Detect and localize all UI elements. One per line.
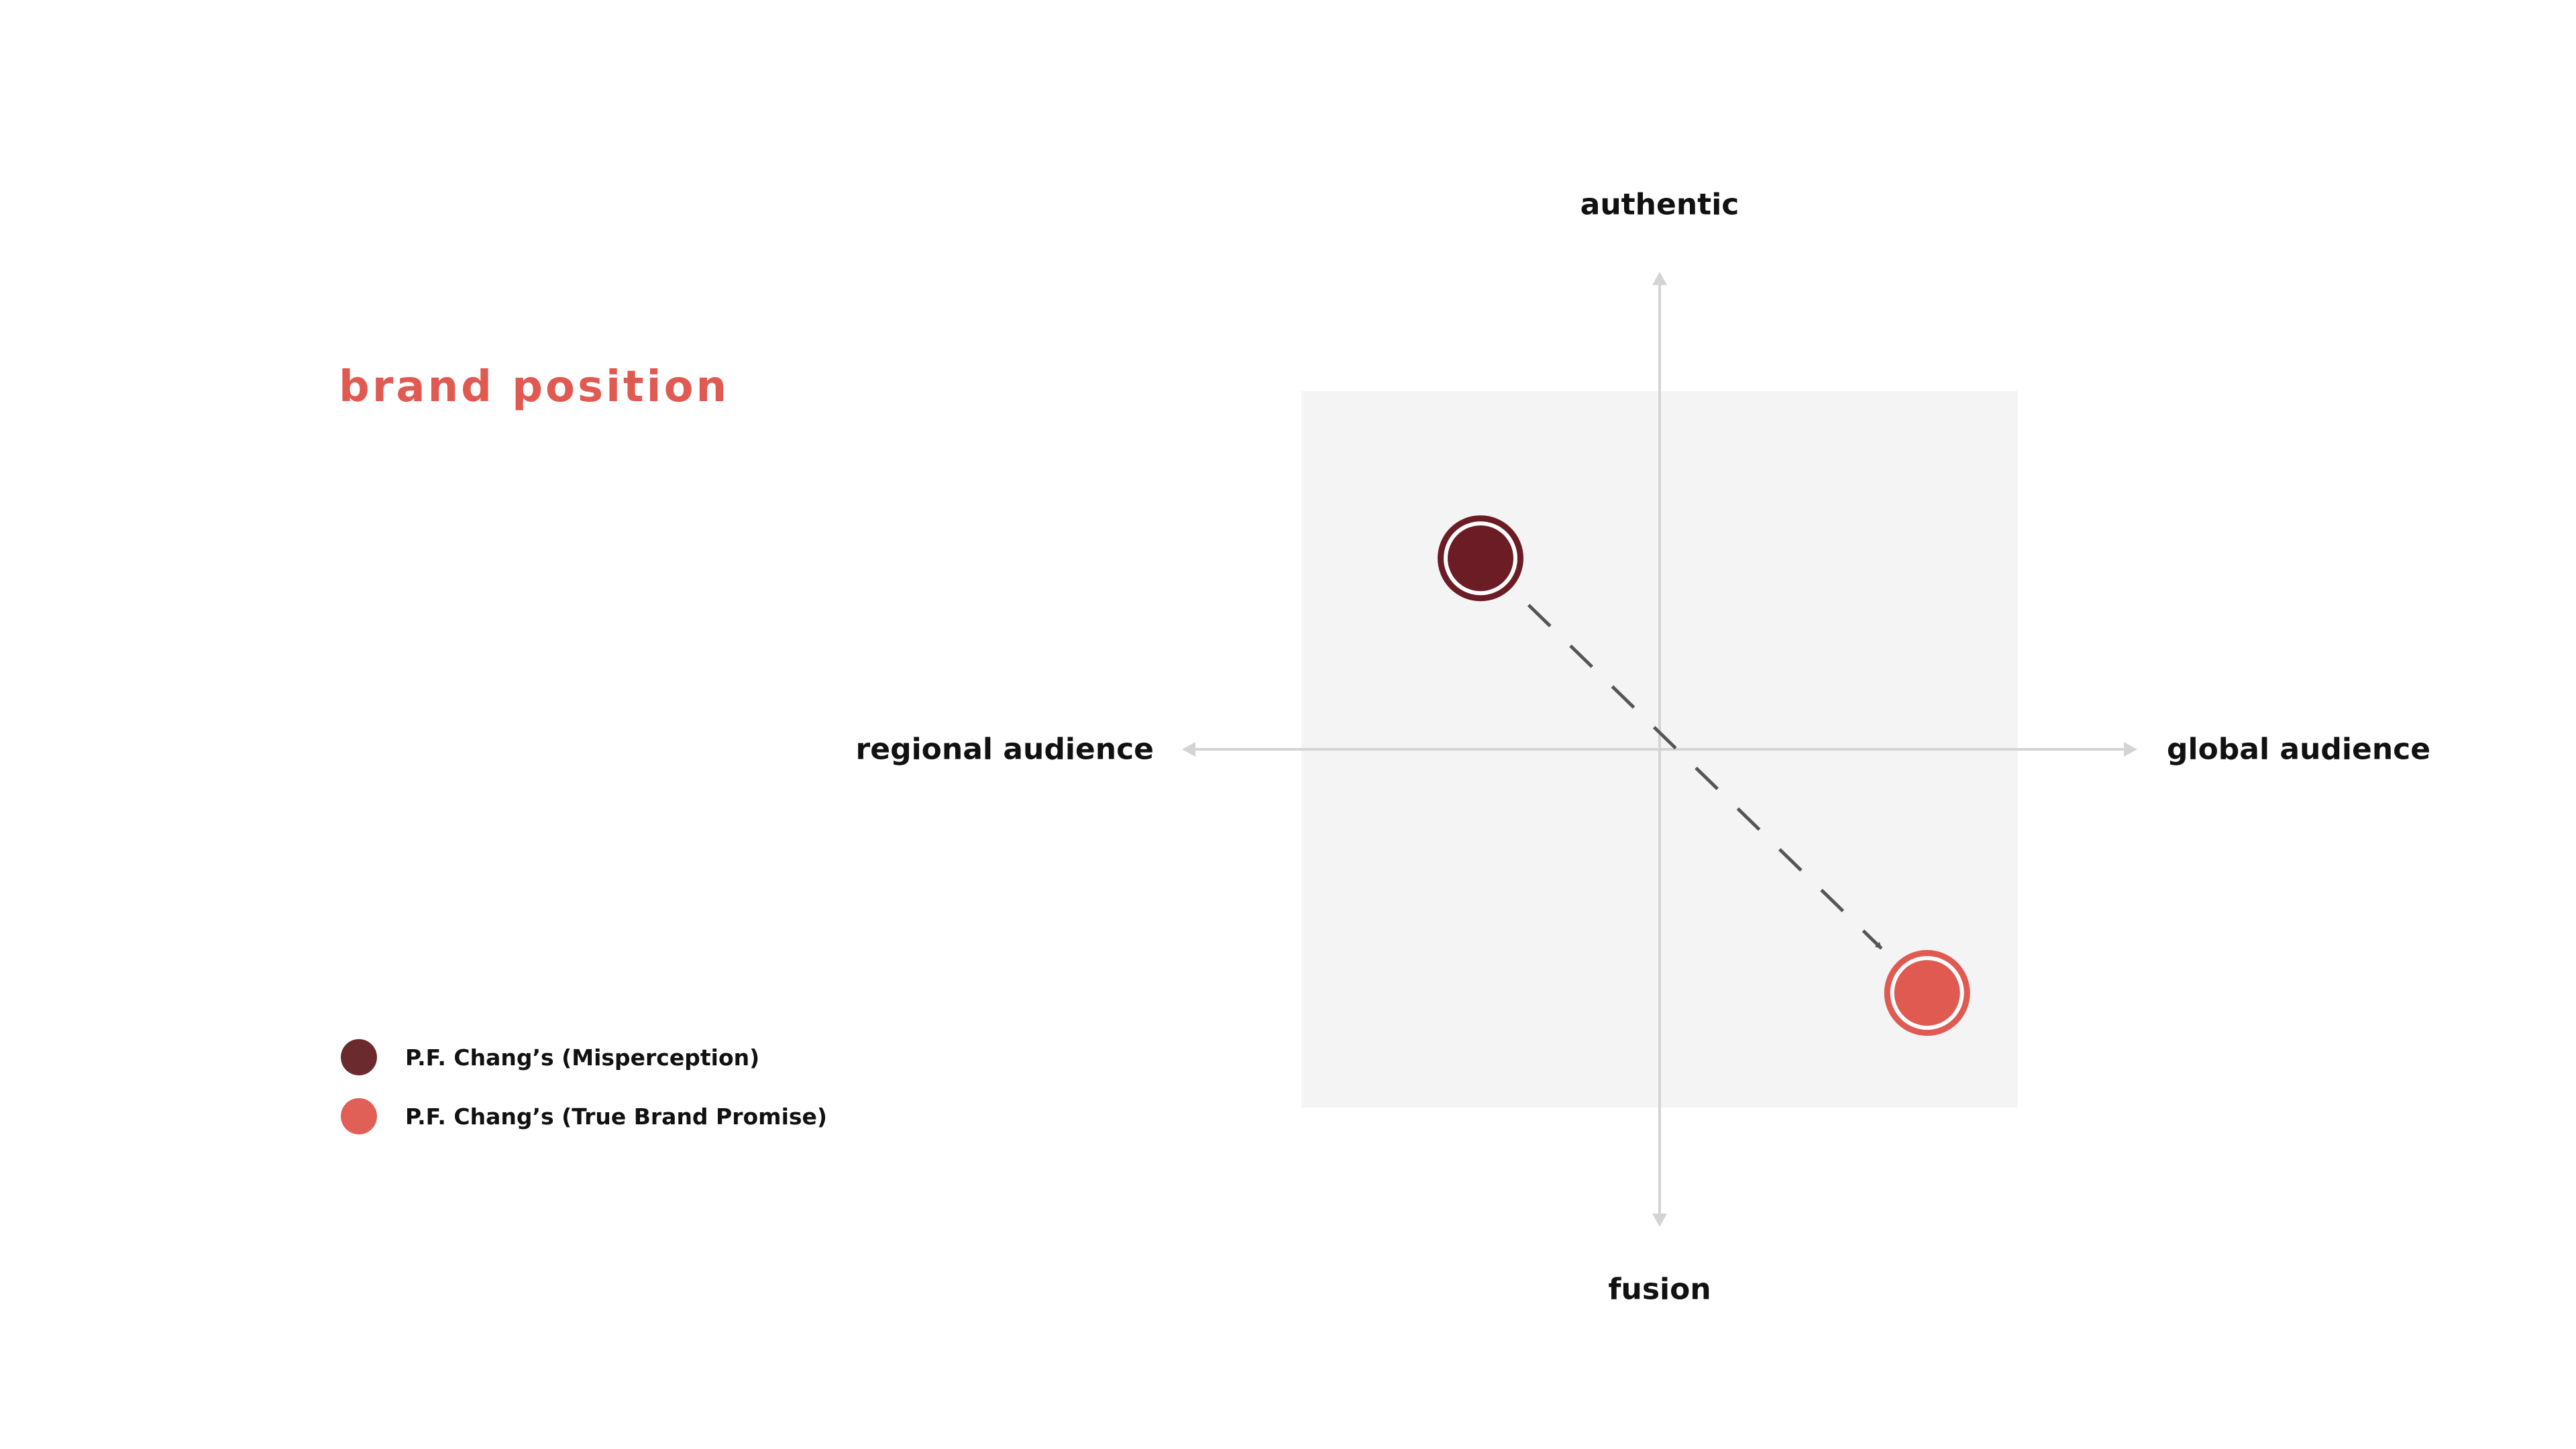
legend-label-misperception: P.F. Chang’s (Misperception) (405, 1044, 760, 1071)
axis-label-fusion: fusion (1608, 1272, 1711, 1307)
dashed-arrow (1527, 604, 1883, 950)
data-point-ring-true-brand-promise (1890, 956, 1964, 1030)
legend-swatch-misperception (341, 1039, 377, 1075)
x-axis-left-arrow (1182, 742, 1195, 757)
y-axis-top-arrow (1652, 272, 1667, 285)
legend-swatch-true-brand-promise (341, 1098, 377, 1134)
data-point-ring-misperception (1444, 521, 1517, 596)
axis-label-authentic: authentic (1580, 187, 1739, 222)
axis-label-global-audience: global audience (2167, 732, 2431, 767)
legend-item-true-brand-promise: P.F. Chang’s (True Brand Promise) (341, 1098, 827, 1134)
axis-label-regional-audience: regional audience (855, 732, 1154, 767)
data-point-misperception (1450, 528, 1511, 589)
chart-title: brand position (339, 362, 730, 412)
legend-item-misperception: P.F. Chang’s (Misperception) (341, 1039, 827, 1075)
data-point-true-brand-promise (1896, 963, 1957, 1024)
legend-label-true-brand-promise: P.F. Chang’s (True Brand Promise) (405, 1103, 827, 1130)
x-axis-right-arrow (2124, 742, 2137, 757)
legend: P.F. Chang’s (Misperception) P.F. Chang’… (341, 1039, 827, 1158)
y-axis-bottom-arrow (1652, 1214, 1667, 1227)
